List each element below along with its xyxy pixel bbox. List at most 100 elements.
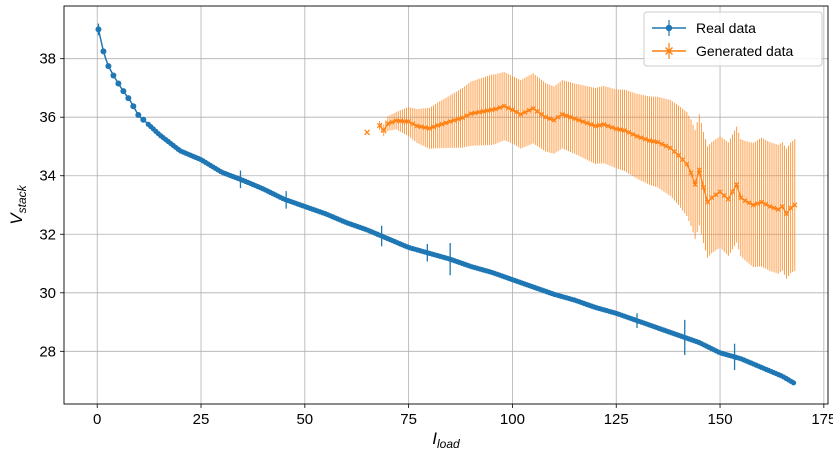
generated-data-marker [484,107,491,114]
y-axis-label-sub: stack [15,184,29,213]
legend-item-real-data: Real data [652,20,756,36]
generated-data-marker [638,135,644,141]
generated-data-marker [476,109,482,115]
generated-data-marker [783,211,790,217]
generated-data-marker [684,161,690,167]
y-tick-label: 28 [39,343,56,360]
x-tick-label: 175 [811,411,833,428]
y-tick-label: 36 [39,109,56,126]
generated-data-marker [605,123,611,129]
generated-data-marker [522,109,528,115]
generated-data-marker [526,107,532,113]
generated-data-marker [501,103,507,109]
generated-data-marker [767,203,773,210]
generated-data-marker [788,205,794,211]
generated-data-marker [551,117,557,123]
generated-data-marker [675,152,682,158]
legend-real-label: Real data [696,20,756,36]
generated-data-marker [464,113,470,119]
generated-data-marker [792,202,798,208]
generated-data-marker [655,139,661,145]
generated-data-marker [588,121,594,128]
markers [95,26,798,386]
y-axis-label: Vstack [7,184,29,224]
generated-data-marker [455,116,462,122]
generated-data-marker [468,111,474,117]
generated-data-marker [364,129,371,136]
generated-data-marker [713,192,719,198]
generated-data-marker [692,181,698,188]
generated-data-marker [663,143,669,149]
generated-data-marker [406,119,412,125]
x-tick-label: 75 [400,411,417,428]
generated-data-marker [509,107,516,113]
legend: Real data Generated data [643,11,823,67]
x-tick-label: 125 [604,411,629,428]
x-tick-label: 50 [296,411,313,428]
generated-data-marker [538,111,545,117]
real-data-marker [130,103,137,110]
generated-data-marker [430,124,437,130]
legend-item-generated-data: Generated data [652,43,794,59]
generated-data-marker [750,202,756,208]
generated-data-marker [601,121,607,128]
generated-data-marker [671,149,677,155]
generated-data-marker [754,200,761,207]
generated-data-marker [518,111,524,117]
x-tick-label: 100 [500,411,525,428]
generated-data-marker [700,184,707,191]
axes-frame [63,5,829,405]
generated-data-marker [572,116,578,122]
generated-data-marker [439,121,445,127]
generated-data-marker [414,123,420,129]
generated-data-marker [592,123,599,129]
generated-data-marker [555,114,561,120]
series-lines [97,29,796,384]
generated-data-marker [721,192,727,199]
generated-data-marker [435,122,441,128]
generated-data-marker [609,124,615,131]
generated-data-marker [709,195,715,201]
x-axis-label-sub: load [437,437,460,451]
tick-labels: 0 25 50 75 100 125 150 175 28 30 32 34 36 38 [39,51,833,428]
generated-data-marker [704,199,711,205]
real-data-marker [105,63,112,70]
generated-data-marker [763,201,769,207]
real-data-marker [120,88,127,95]
plot-area [95,23,798,386]
real-data-marker [110,72,117,79]
real-data-marker [135,112,142,119]
generated-data-marker [642,136,648,142]
generated-data-marker [775,206,781,212]
generated-data-marker [576,117,582,123]
generated-data-marker [422,124,428,131]
generated-data-marker [746,200,752,206]
generated-data-marker [410,121,416,127]
generated-data-marker [547,116,553,122]
generated-data-marker [758,199,765,205]
ticks [60,58,825,408]
generated-data-marker [505,105,511,111]
generated-data-marker [742,198,748,204]
generated-data-marker [725,196,731,202]
generated-data-marker [543,114,549,120]
generated-data-marker [489,107,495,113]
legend-generated-label: Generated data [696,43,794,59]
generated-data-marker [534,108,540,114]
generated-data-marker [779,203,785,210]
generated-data-marker [567,114,574,120]
generated-data-marker [584,120,590,126]
y-tick-label: 30 [39,285,56,302]
generated-data-marker [393,118,399,124]
real-data-marker [125,95,132,102]
generated-data-marker [717,189,723,195]
generated-data-marker [646,138,653,144]
generated-data-marker [729,189,736,195]
generated-data-marker [472,110,478,116]
y-tick-label: 34 [39,168,56,185]
legend-real-marker [665,24,673,32]
generated-data-marker [376,122,383,129]
generated-data-marker [621,127,628,133]
generated-data-marker [626,129,632,135]
real-errorbars [97,23,736,371]
